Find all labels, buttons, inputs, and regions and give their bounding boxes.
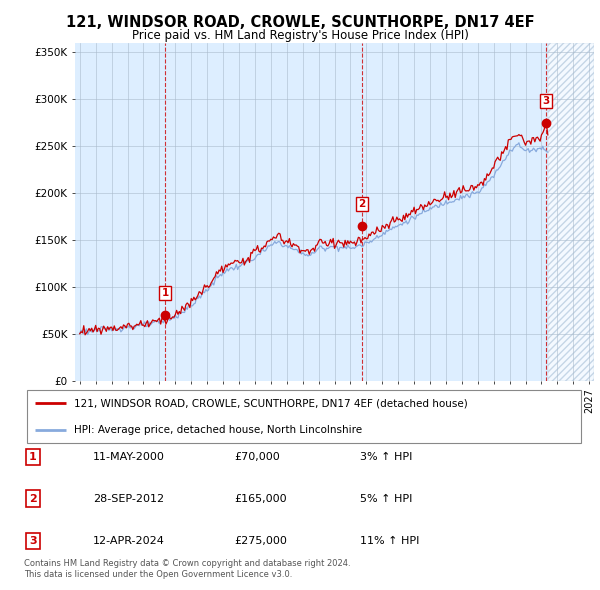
Text: 3% ↑ HPI: 3% ↑ HPI [360,453,412,462]
Text: 121, WINDSOR ROAD, CROWLE, SCUNTHORPE, DN17 4EF: 121, WINDSOR ROAD, CROWLE, SCUNTHORPE, D… [65,15,535,30]
Text: £165,000: £165,000 [234,494,287,503]
Text: 121, WINDSOR ROAD, CROWLE, SCUNTHORPE, DN17 4EF (detached house): 121, WINDSOR ROAD, CROWLE, SCUNTHORPE, D… [74,398,468,408]
Text: 1: 1 [29,453,37,462]
Text: 28-SEP-2012: 28-SEP-2012 [93,494,164,503]
Bar [548,43,594,381]
Text: 1: 1 [161,288,169,298]
Text: 11% ↑ HPI: 11% ↑ HPI [360,536,419,546]
Text: Price paid vs. HM Land Registry's House Price Index (HPI): Price paid vs. HM Land Registry's House … [131,29,469,42]
FancyBboxPatch shape [27,390,581,443]
Text: £275,000: £275,000 [234,536,287,546]
Text: 5% ↑ HPI: 5% ↑ HPI [360,494,412,503]
Bar [548,43,594,381]
Text: 2: 2 [359,199,366,209]
Text: 3: 3 [542,96,550,106]
Text: 3: 3 [29,536,37,546]
Text: £70,000: £70,000 [234,453,280,462]
Text: 2: 2 [29,494,37,503]
Text: 12-APR-2024: 12-APR-2024 [93,536,165,546]
Text: HPI: Average price, detached house, North Lincolnshire: HPI: Average price, detached house, Nort… [74,425,362,435]
Text: 11-MAY-2000: 11-MAY-2000 [93,453,165,462]
Text: Contains HM Land Registry data © Crown copyright and database right 2024.
This d: Contains HM Land Registry data © Crown c… [24,559,350,579]
